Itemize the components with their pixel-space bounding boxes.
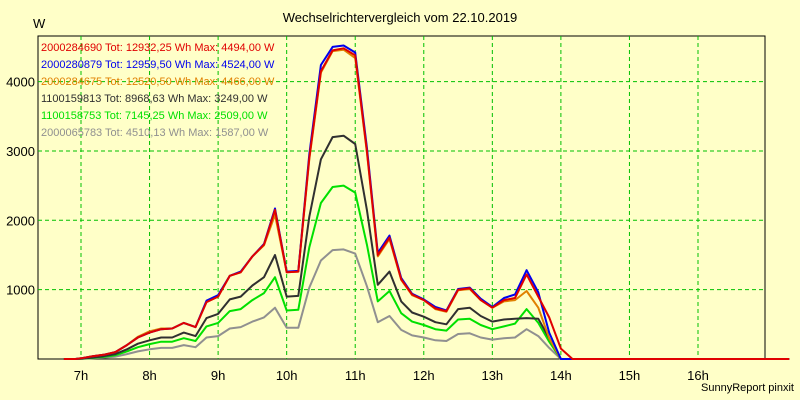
footer-credit: SunnyReport pinxit <box>701 382 794 394</box>
y-tick-label: 4000 <box>6 75 35 90</box>
legend-entry-2000284675: 2000284675 Tot: 12520,50 Wh Max: 4466,00… <box>41 76 275 88</box>
x-tick-label: 15h <box>619 368 641 383</box>
x-tick-label: 10h <box>276 368 298 383</box>
x-tick-label: 8h <box>142 368 156 383</box>
series-line-2000284690 <box>63 47 790 360</box>
chart-title: Wechselrichtervergleich vom 22.10.2019 <box>282 10 518 25</box>
legend-entry-1100158753: 1100158753 Tot: 7145,25 Wh Max: 2509,00 … <box>41 110 268 122</box>
x-tick-label: 12h <box>413 368 435 383</box>
legend-entry-2000065783: 2000065783 Tot: 4510,13 Wh Max: 1587,00 … <box>41 127 269 139</box>
plot-frame <box>37 35 766 360</box>
y-tick-label: 2000 <box>6 213 35 228</box>
y-axis-unit: W <box>33 16 46 31</box>
y-tick-label: 3000 <box>6 144 35 159</box>
x-tick-label: 9h <box>211 368 225 383</box>
y-tick-label: 1000 <box>6 283 35 298</box>
x-tick-label: 14h <box>550 368 572 383</box>
x-tick-label: 7h <box>74 368 88 383</box>
legend-entry-2000284690: 2000284690 Tot: 12932,25 Wh Max: 4494,00… <box>41 42 275 54</box>
x-tick-label: 11h <box>345 368 366 383</box>
x-tick-label: 16h <box>687 368 709 383</box>
legend-entry-1100159813: 1100159813 Tot: 8968,63 Wh Max: 3249,00 … <box>41 93 268 105</box>
x-tick-label: 13h <box>481 368 503 383</box>
legend-entry-2000280879: 2000280879 Tot: 12959,50 Wh Max: 4524,00… <box>41 59 275 71</box>
